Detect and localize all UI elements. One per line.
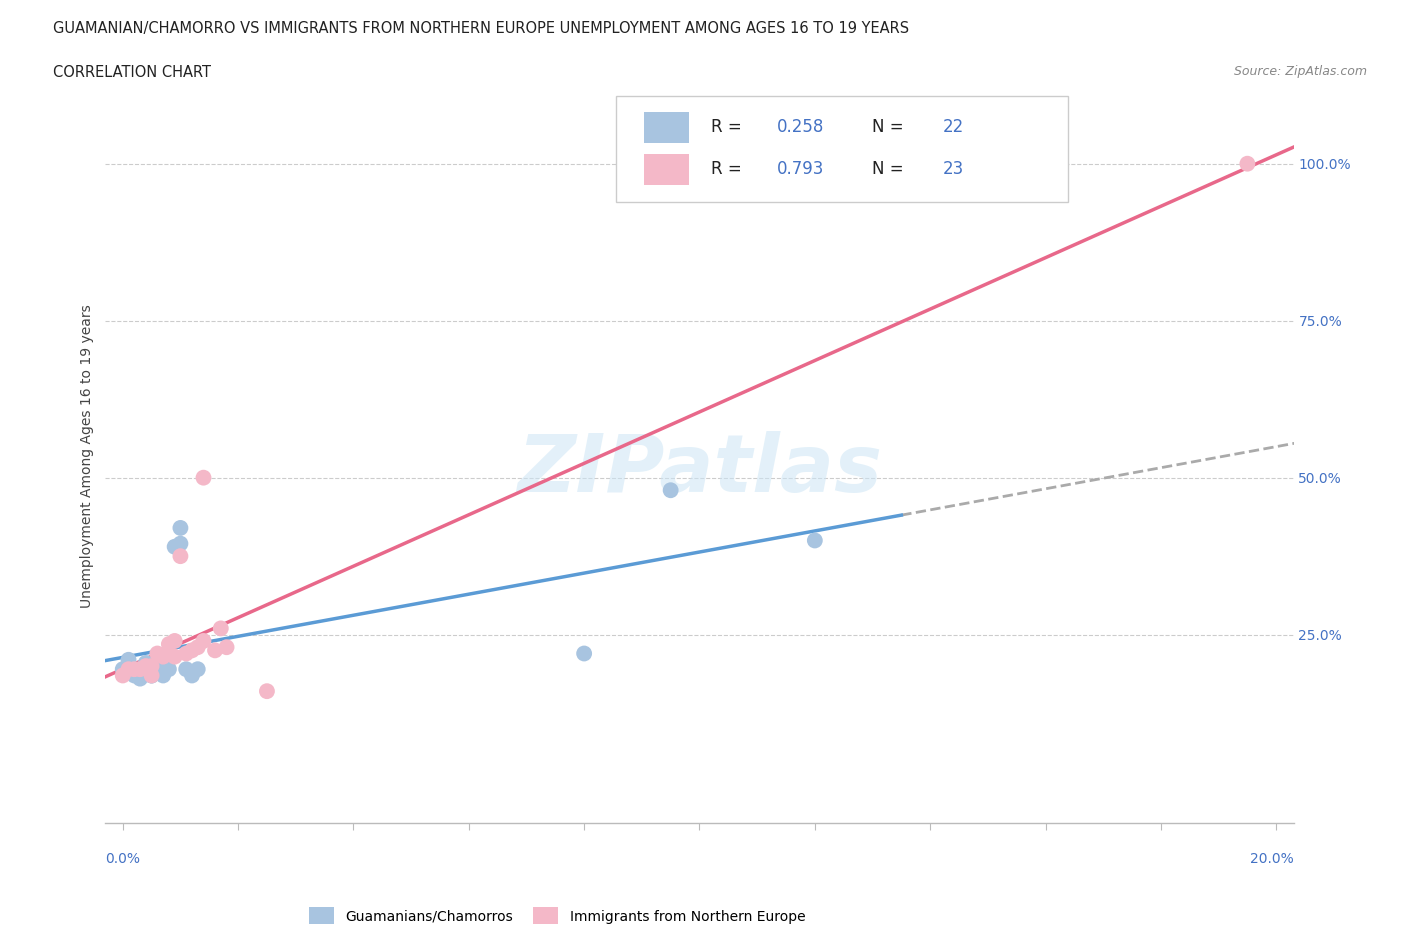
Point bbox=[129, 662, 152, 677]
Point bbox=[152, 652, 174, 667]
Text: ZIPatlas: ZIPatlas bbox=[517, 432, 882, 510]
Point bbox=[157, 637, 180, 652]
Point bbox=[146, 646, 169, 661]
Point bbox=[157, 662, 180, 677]
Text: R =: R = bbox=[711, 118, 748, 137]
Point bbox=[163, 649, 186, 664]
Point bbox=[141, 668, 163, 683]
Point bbox=[111, 662, 134, 677]
Point bbox=[174, 662, 197, 677]
Point bbox=[659, 483, 682, 498]
Point bbox=[187, 640, 209, 655]
Text: 0.0%: 0.0% bbox=[105, 852, 141, 866]
Point bbox=[572, 646, 595, 661]
Point bbox=[141, 668, 163, 683]
Text: CORRELATION CHART: CORRELATION CHART bbox=[53, 65, 211, 80]
Point bbox=[193, 633, 215, 648]
Text: GUAMANIAN/CHAMORRO VS IMMIGRANTS FROM NORTHERN EUROPE UNEMPLOYMENT AMONG AGES 16: GUAMANIAN/CHAMORRO VS IMMIGRANTS FROM NO… bbox=[53, 21, 910, 36]
FancyBboxPatch shape bbox=[644, 112, 689, 142]
Text: 0.258: 0.258 bbox=[776, 118, 824, 137]
Text: R =: R = bbox=[711, 160, 748, 179]
Point bbox=[169, 537, 191, 551]
Point bbox=[209, 621, 232, 636]
Point bbox=[111, 668, 134, 683]
Text: 23: 23 bbox=[943, 160, 965, 179]
Point bbox=[187, 662, 209, 677]
Point bbox=[117, 652, 139, 667]
Point bbox=[152, 668, 174, 683]
FancyBboxPatch shape bbox=[644, 153, 689, 184]
Point bbox=[181, 668, 204, 683]
Text: 0.793: 0.793 bbox=[776, 160, 824, 179]
Point bbox=[169, 521, 191, 536]
Point bbox=[804, 533, 827, 548]
Point bbox=[256, 684, 278, 698]
Text: N =: N = bbox=[872, 160, 908, 179]
Point bbox=[129, 662, 152, 677]
Point bbox=[193, 471, 215, 485]
Point bbox=[141, 658, 163, 673]
Point bbox=[124, 662, 146, 677]
Point bbox=[163, 633, 186, 648]
Point bbox=[169, 549, 191, 564]
Point bbox=[135, 656, 157, 671]
Point bbox=[152, 649, 174, 664]
Point bbox=[117, 665, 139, 680]
Text: 22: 22 bbox=[943, 118, 965, 137]
Text: Source: ZipAtlas.com: Source: ZipAtlas.com bbox=[1233, 65, 1367, 78]
Legend: Guamanians/Chamorros, Immigrants from Northern Europe: Guamanians/Chamorros, Immigrants from No… bbox=[304, 902, 811, 930]
Text: N =: N = bbox=[872, 118, 908, 137]
Point bbox=[146, 662, 169, 677]
Point bbox=[124, 668, 146, 683]
Y-axis label: Unemployment Among Ages 16 to 19 years: Unemployment Among Ages 16 to 19 years bbox=[80, 304, 94, 607]
Point bbox=[181, 643, 204, 658]
Point bbox=[174, 646, 197, 661]
Point bbox=[215, 640, 238, 655]
Point bbox=[204, 643, 226, 658]
Point bbox=[1236, 156, 1258, 171]
Point bbox=[135, 658, 157, 673]
Point bbox=[129, 671, 152, 686]
FancyBboxPatch shape bbox=[616, 96, 1067, 202]
Text: 20.0%: 20.0% bbox=[1250, 852, 1294, 866]
Point bbox=[117, 662, 139, 677]
Point bbox=[141, 668, 163, 683]
Point bbox=[163, 539, 186, 554]
